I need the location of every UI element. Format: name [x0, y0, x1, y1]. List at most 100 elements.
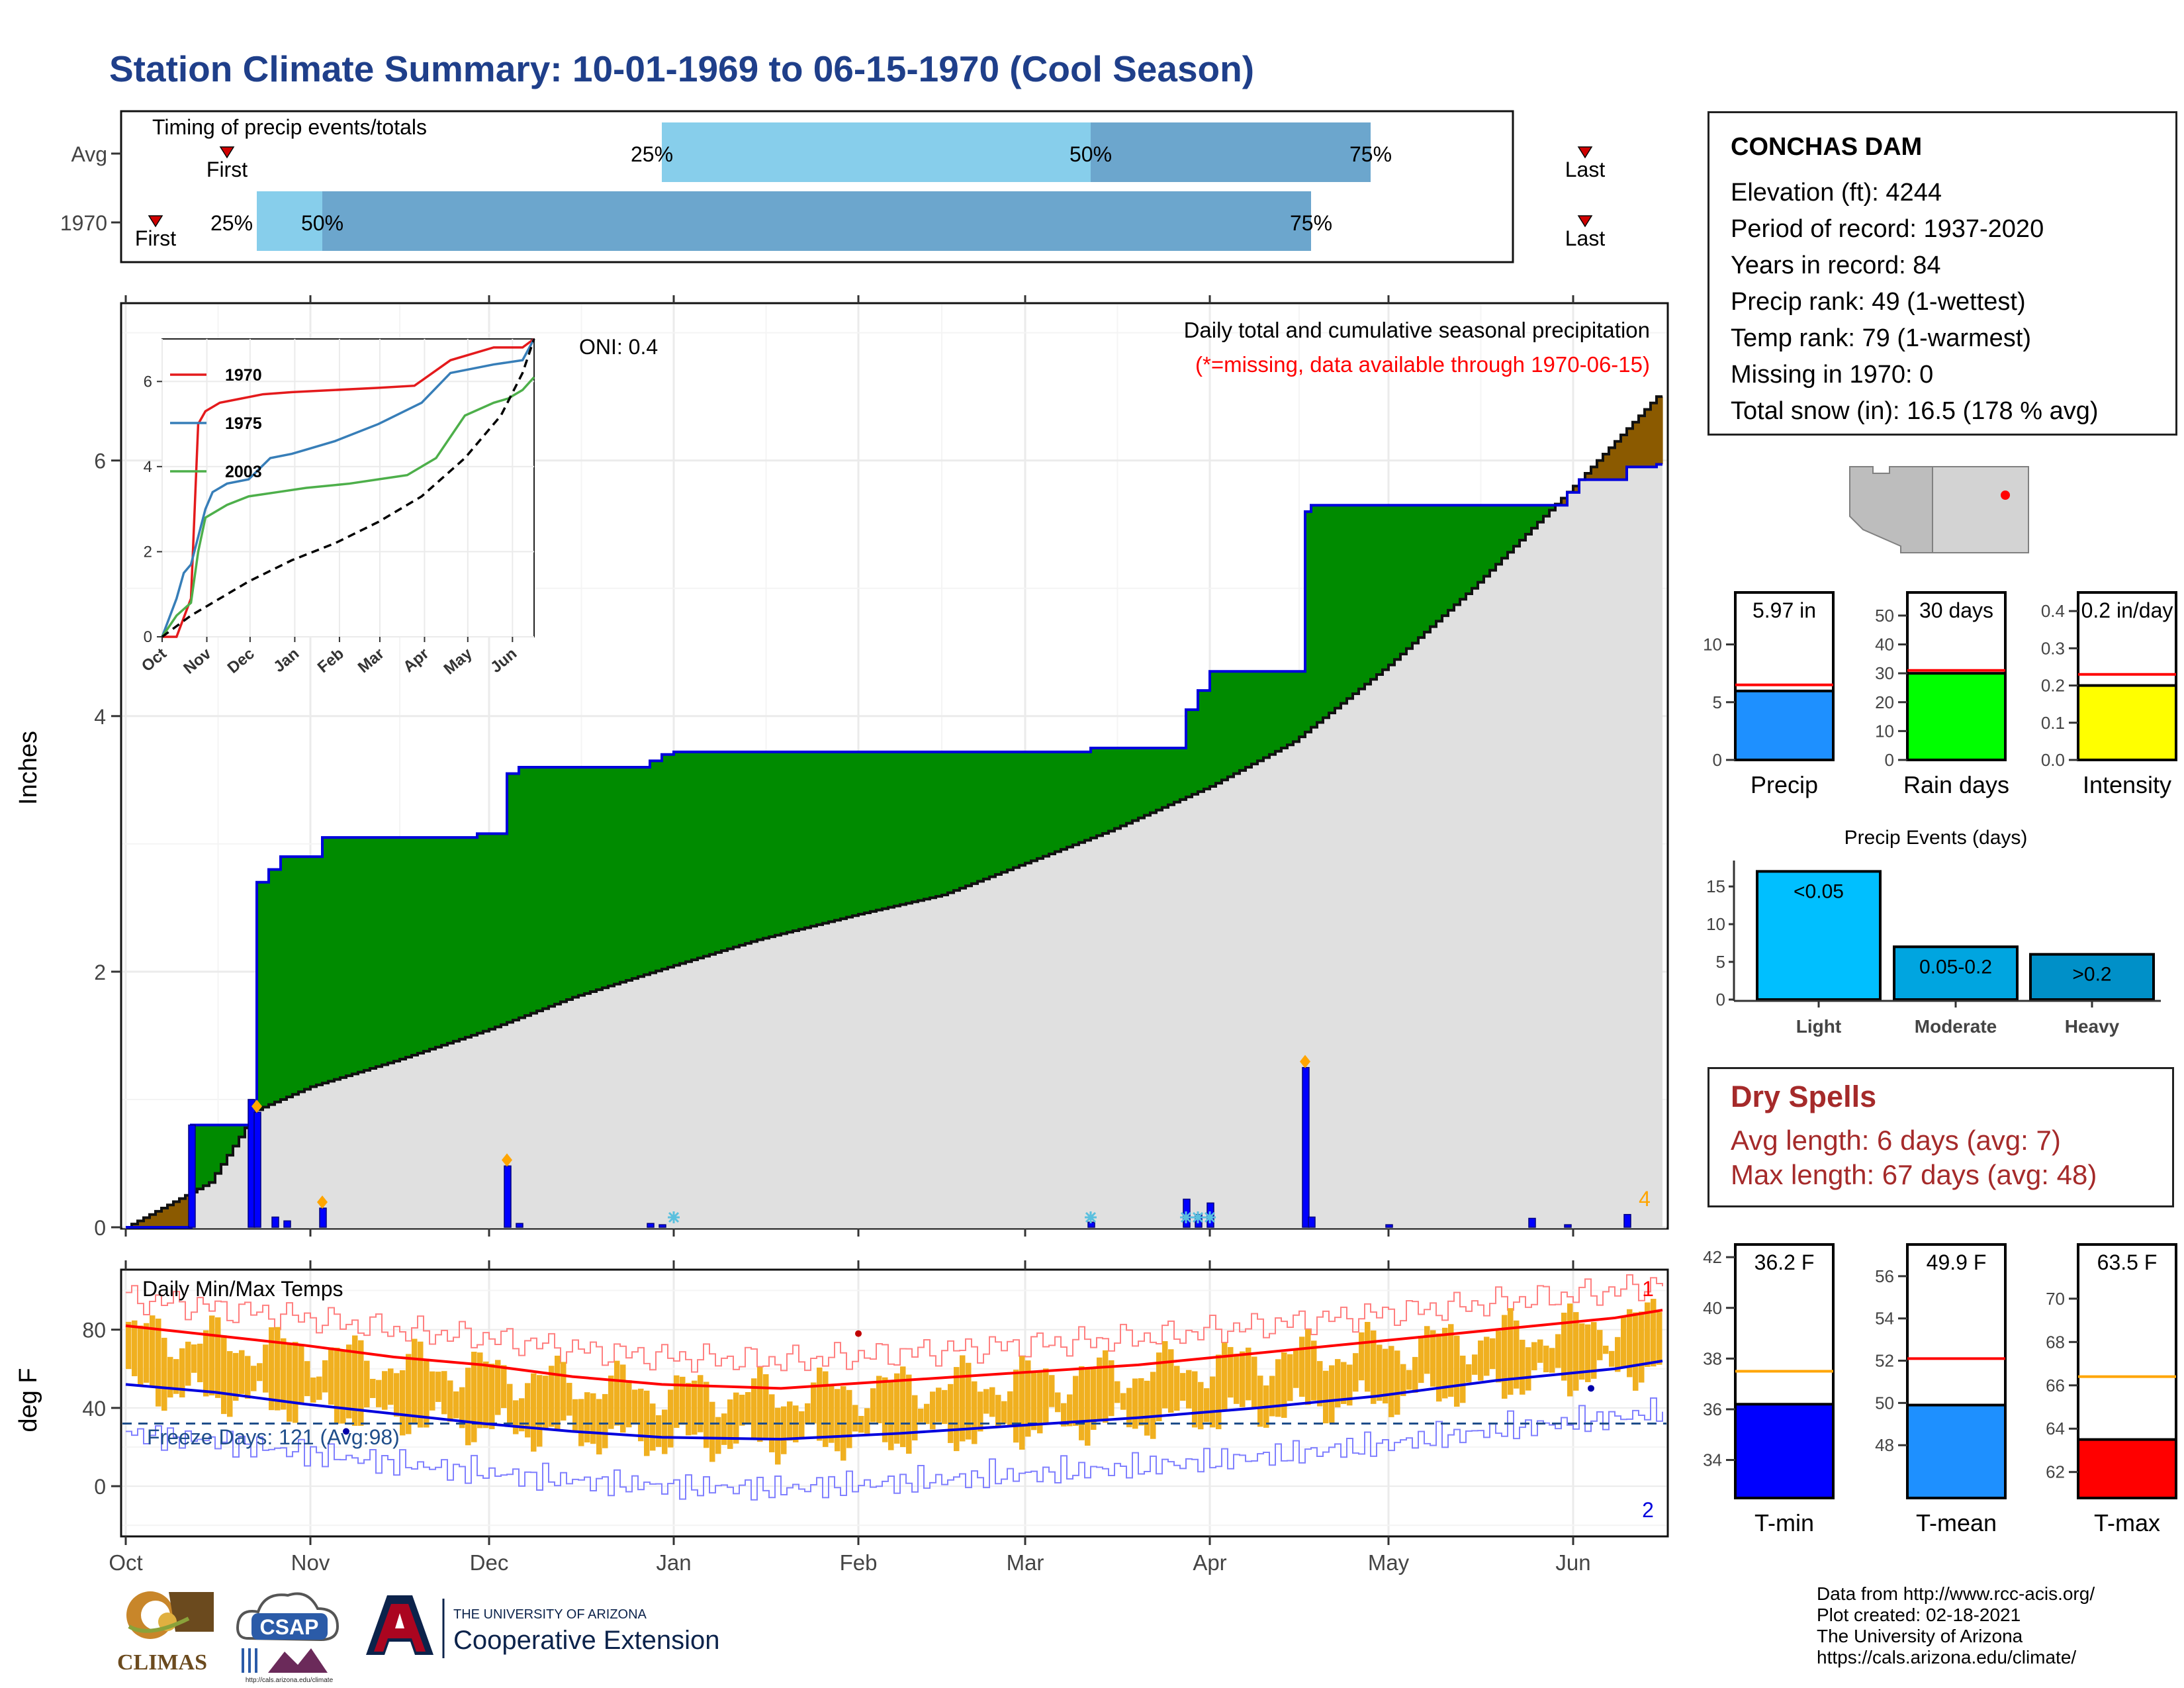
above-average-area — [1222, 671, 1228, 780]
daily-temp-bar — [948, 1383, 954, 1443]
daily-temp-bar — [650, 1403, 656, 1451]
above-average-area — [835, 751, 841, 921]
events-title: Precip Events (days) — [1844, 827, 2028, 849]
above-average-area — [1192, 710, 1199, 794]
inset-y-tick-label: 4 — [144, 458, 152, 476]
daily-temp-bar — [364, 1360, 370, 1408]
station-info-box: CONCHAS DAM Elevation (ft): 4244 Period … — [1707, 111, 2177, 436]
above-average-area — [471, 837, 478, 1035]
daily-max-marker — [251, 1100, 262, 1113]
x-tick-label: Nov — [291, 1550, 330, 1575]
above-average-area — [1115, 748, 1121, 829]
daily-temp-bar — [739, 1394, 745, 1426]
above-average-area — [531, 767, 537, 1013]
above-average-area — [388, 837, 394, 1063]
y-tick-label: 4 — [94, 705, 106, 729]
above-average-area — [1263, 671, 1270, 758]
daily-temp-bar — [1359, 1332, 1365, 1381]
daily-temp-bar — [1323, 1370, 1329, 1424]
above-average-area — [1085, 751, 1091, 841]
below-average-area — [167, 1205, 174, 1227]
daily-temp-bar — [1257, 1376, 1263, 1427]
daily-temp-bar — [1466, 1364, 1472, 1383]
above-average-area — [1031, 751, 1038, 861]
temps-title: Daily Min/Max Temps — [142, 1277, 343, 1301]
daily-precip-bar — [319, 1207, 327, 1228]
daily-temp-bar — [501, 1365, 507, 1409]
record-low-count: 2 — [1642, 1498, 1654, 1522]
daily-temp-bar — [1031, 1370, 1037, 1430]
timing-row-label: 1970 — [60, 211, 107, 235]
above-average-area — [257, 882, 263, 1110]
daily-temp-bar — [1299, 1336, 1305, 1397]
above-average-area — [787, 751, 794, 933]
daily-temp-bar — [507, 1383, 513, 1423]
summary-value-bar — [1734, 689, 1835, 761]
daily-temp-bar — [983, 1389, 989, 1414]
daily-temp-bar — [1412, 1356, 1418, 1393]
csap-url: http://cals.arizona.edu/climate — [246, 1677, 334, 1684]
daily-temp-bar — [596, 1399, 602, 1455]
daily-temp-bar — [1442, 1327, 1448, 1399]
above-average-area — [483, 833, 490, 1031]
last-marker — [1577, 146, 1593, 159]
summary-y-tick-label: 20 — [1875, 692, 1894, 712]
below-average-area — [1561, 498, 1568, 506]
daily-temp-bar — [1585, 1324, 1591, 1382]
summary-value-label: 5.97 in — [1752, 598, 1816, 622]
daily-temp-bar — [954, 1367, 960, 1452]
above-average-area — [1132, 748, 1139, 821]
daily-temp-bar — [376, 1380, 382, 1407]
daily-temp-bar — [668, 1389, 674, 1448]
daily-temp-bar — [1281, 1352, 1287, 1418]
above-average-area — [1359, 505, 1365, 689]
above-average-area — [846, 751, 853, 917]
above-average-area — [1174, 748, 1181, 802]
avg-max-temp-line — [125, 1309, 1663, 1390]
above-average-area — [1436, 505, 1443, 622]
daily-temp-bar — [1234, 1354, 1240, 1404]
above-average-area — [656, 761, 662, 971]
above-average-area — [709, 751, 716, 955]
oni-label: ONI: 0.4 — [579, 335, 658, 359]
above-average-area — [930, 751, 936, 898]
daily-temp-bar — [1222, 1342, 1228, 1411]
daily-temp-bar — [519, 1398, 525, 1432]
event-category-label: Light — [1796, 1016, 1841, 1037]
above-average-area — [1025, 751, 1032, 863]
above-average-area — [1514, 505, 1520, 547]
daily-temp-bar — [1216, 1354, 1222, 1430]
above-average-area — [1198, 690, 1205, 792]
above-average-area — [549, 767, 555, 1007]
freeze-days-label: Freeze Days: 121 (Avg:98) — [147, 1425, 400, 1449]
above-average-area — [870, 751, 877, 912]
x-tick-label: May — [1368, 1550, 1410, 1575]
above-average-area — [858, 751, 865, 915]
daily-temp-bar — [930, 1391, 936, 1430]
below-average-area — [1573, 486, 1580, 492]
x-tick-label: Jun — [1555, 1550, 1590, 1575]
summary-y-tick-label: 0.2 — [2041, 676, 2065, 696]
daily-temp-bar — [602, 1393, 608, 1448]
daily-temp-bar — [1657, 1312, 1662, 1365]
above-average-area — [1371, 505, 1377, 680]
above-average-area — [418, 837, 424, 1053]
event-bar — [1893, 945, 2019, 1002]
above-average-area — [1466, 505, 1473, 594]
above-average-area — [501, 833, 508, 1025]
daily-temp-bar — [1269, 1376, 1275, 1417]
daily-temp-bar — [1055, 1392, 1061, 1413]
above-average-area — [876, 751, 883, 910]
above-average-area — [578, 767, 585, 996]
above-average-area — [1287, 671, 1294, 745]
above-average-area — [1073, 751, 1079, 845]
daily-temp-bar — [674, 1375, 680, 1429]
above-average-area — [459, 837, 466, 1039]
above-average-area — [1275, 671, 1282, 751]
daily-temp-bar — [1007, 1391, 1013, 1425]
first-marker — [219, 146, 235, 159]
above-average-area — [555, 767, 561, 1004]
above-average-area — [525, 767, 531, 1016]
above-average-area — [1478, 505, 1484, 583]
above-average-area — [1394, 505, 1401, 660]
